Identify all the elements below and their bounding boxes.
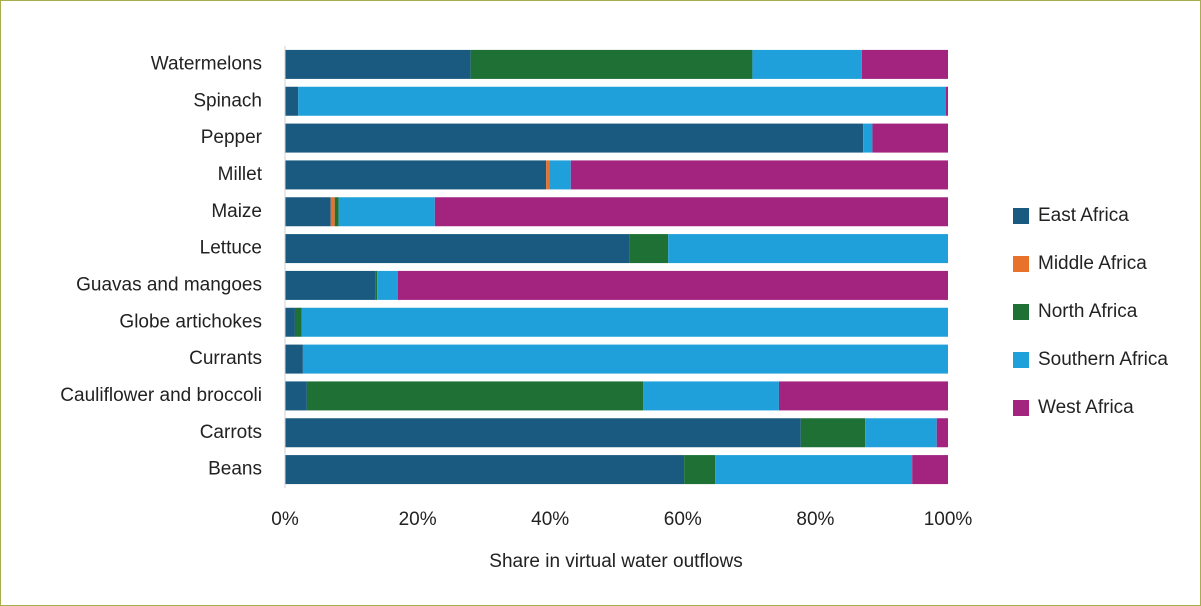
bar-segment — [298, 86, 947, 116]
y-tick-label: Beans — [208, 459, 262, 480]
x-tick-label: 40% — [531, 509, 569, 530]
bar-segment — [338, 197, 435, 227]
bar-segment — [861, 49, 948, 79]
legend-label: East Africa — [1038, 205, 1129, 226]
bar-segment — [285, 49, 471, 79]
bar-segment — [375, 270, 378, 300]
bar-segment — [285, 270, 376, 300]
y-tick-label: Globe artichokes — [119, 311, 262, 332]
x-tick-label: 80% — [796, 509, 834, 530]
bar-segment — [549, 160, 571, 190]
legend-swatch — [1013, 304, 1029, 320]
bar-segment — [294, 307, 302, 337]
x-axis-title: Share in virtual water outflows — [489, 551, 742, 572]
bar-segment — [863, 123, 873, 153]
bar-segment — [334, 197, 339, 227]
bar-segment — [285, 197, 331, 227]
bar-segment — [434, 197, 948, 227]
legend-swatch — [1013, 256, 1029, 272]
x-tick-label: 20% — [399, 509, 437, 530]
bar-segment — [285, 234, 630, 264]
bar-segment — [865, 418, 937, 448]
bar-segment — [684, 455, 716, 485]
bar-segment — [306, 381, 644, 411]
bar-segment — [800, 418, 866, 448]
bar-segment — [546, 160, 550, 190]
bar-segment — [912, 455, 948, 485]
bar-segment — [397, 270, 949, 300]
y-tick-label: Millet — [218, 164, 263, 185]
legend-swatch — [1013, 352, 1029, 368]
bar-segment — [643, 381, 779, 411]
y-tick-label: Cauliflower and broccoli — [60, 385, 262, 406]
bar-segment — [285, 123, 864, 153]
bar-segment — [778, 381, 948, 411]
bar-segment — [570, 160, 948, 190]
bar-segment — [285, 381, 307, 411]
bar-segment — [302, 344, 948, 374]
bar-segment — [330, 197, 335, 227]
bar-segment — [285, 160, 547, 190]
bar-segment — [470, 49, 753, 79]
legend-label: Middle Africa — [1038, 253, 1147, 274]
legend-swatch — [1013, 208, 1029, 224]
bar-segment — [936, 418, 948, 448]
x-tick-label: 100% — [924, 509, 973, 530]
x-tick-label: 60% — [664, 509, 702, 530]
bar-segment — [285, 86, 299, 116]
legend-label: West Africa — [1038, 397, 1134, 418]
bar-segment — [872, 123, 948, 153]
bar-segment — [668, 234, 948, 264]
legend-label: North Africa — [1038, 301, 1138, 322]
bar-segment — [285, 307, 295, 337]
y-tick-label: Lettuce — [200, 238, 262, 259]
bar-segment — [285, 344, 303, 374]
bar-segment — [285, 455, 685, 485]
y-tick-label: Pepper — [201, 127, 263, 148]
bar-segment — [301, 307, 948, 337]
bar-segment — [377, 270, 398, 300]
y-tick-label: Carrots — [200, 422, 262, 443]
legend-swatch — [1013, 400, 1029, 416]
bar-segment — [629, 234, 669, 264]
bar-segment — [285, 418, 801, 448]
x-tick-label: 0% — [271, 509, 299, 530]
bar-segment — [946, 86, 948, 116]
bar-segment — [752, 49, 862, 79]
y-tick-label: Maize — [211, 201, 262, 222]
y-tick-label: Spinach — [193, 90, 262, 111]
y-tick-label: Currants — [189, 348, 262, 369]
legend-label: Southern Africa — [1038, 349, 1168, 370]
y-tick-label: Guavas and mangoes — [76, 274, 262, 295]
y-tick-label: Watermelons — [151, 53, 262, 74]
bar-segment — [715, 455, 913, 485]
